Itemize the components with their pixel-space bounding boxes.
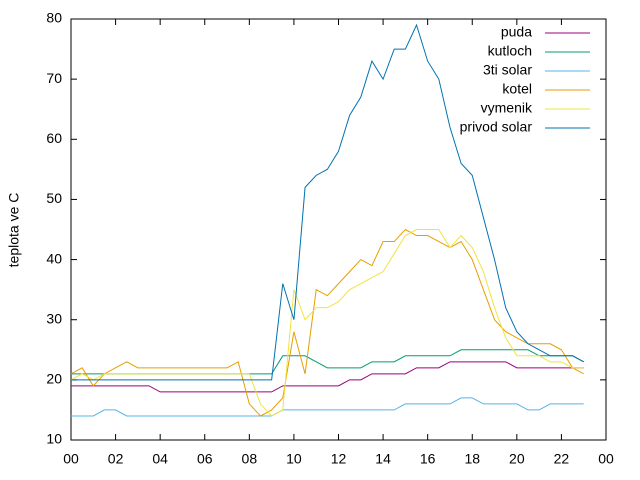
x-tick-label: 00 xyxy=(63,451,79,467)
x-tick-label: 10 xyxy=(286,451,302,467)
y-axis-label: teplota ve C xyxy=(6,193,22,268)
legend-label: vymenik xyxy=(481,100,533,116)
x-tick-label: 20 xyxy=(509,451,525,467)
legend-label: puda xyxy=(501,24,532,40)
x-tick-label: 18 xyxy=(464,451,480,467)
y-tick-label: 70 xyxy=(46,70,62,86)
y-tick-label: 60 xyxy=(46,130,62,146)
series-line xyxy=(71,23,584,381)
series-line xyxy=(71,361,584,393)
x-tick-label: 06 xyxy=(197,451,213,467)
series-line xyxy=(71,349,584,375)
x-tick-label: 22 xyxy=(554,451,570,467)
x-tick-label: 00 xyxy=(598,451,614,467)
legend-label: privod solar xyxy=(460,119,533,135)
x-tick-label: 02 xyxy=(108,451,124,467)
legend-label: kutloch xyxy=(488,43,532,59)
y-tick-label: 10 xyxy=(46,431,62,447)
y-tick-label: 50 xyxy=(46,190,62,206)
x-tick-label: 16 xyxy=(420,451,436,467)
x-tick-label: 12 xyxy=(331,451,347,467)
x-tick-label: 04 xyxy=(152,451,168,467)
y-tick-label: 40 xyxy=(46,250,62,266)
series-line xyxy=(71,397,584,417)
legend-label: 3ti solar xyxy=(483,62,532,78)
legend-label: kotel xyxy=(502,81,532,97)
x-tick-label: 14 xyxy=(375,451,391,467)
x-tick-label: 08 xyxy=(242,451,258,467)
y-tick-label: 80 xyxy=(46,10,62,26)
series-line xyxy=(70,228,584,417)
y-tick-label: 20 xyxy=(46,371,62,387)
series-line xyxy=(70,229,584,417)
y-tick-label: 30 xyxy=(46,310,62,326)
